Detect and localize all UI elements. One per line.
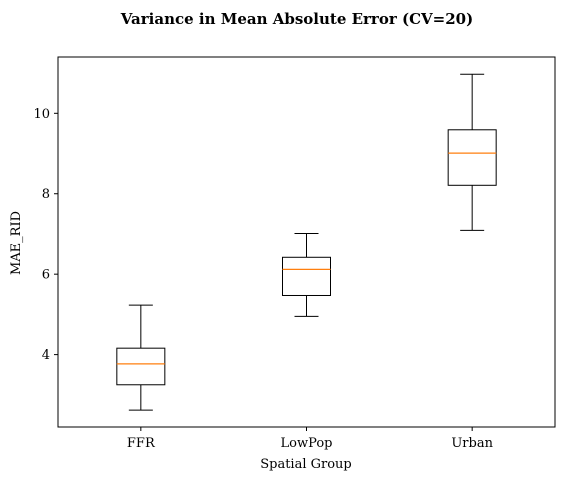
plot-area: 4 6 8 10 FFR LowPop Urban bbox=[33, 56, 556, 451]
y-tick-label: 4 bbox=[42, 348, 50, 363]
y-tick-label: 10 bbox=[33, 107, 50, 122]
x-tick-label: Urban bbox=[451, 436, 493, 451]
x-tick-label: LowPop bbox=[281, 436, 333, 451]
chart-title: Variance in Mean Absolute Error (CV=20) bbox=[120, 10, 473, 28]
y-axis-label: MAE_RID bbox=[9, 211, 24, 275]
x-axis-label: Spatial Group bbox=[260, 457, 352, 472]
x-tick-label: FFR bbox=[127, 436, 156, 451]
y-tick-label: 8 bbox=[42, 187, 50, 202]
box-lowpop bbox=[282, 256, 331, 296]
box-ffr bbox=[116, 347, 166, 386]
box-urban bbox=[447, 129, 497, 186]
y-tick-label: 6 bbox=[42, 268, 50, 283]
